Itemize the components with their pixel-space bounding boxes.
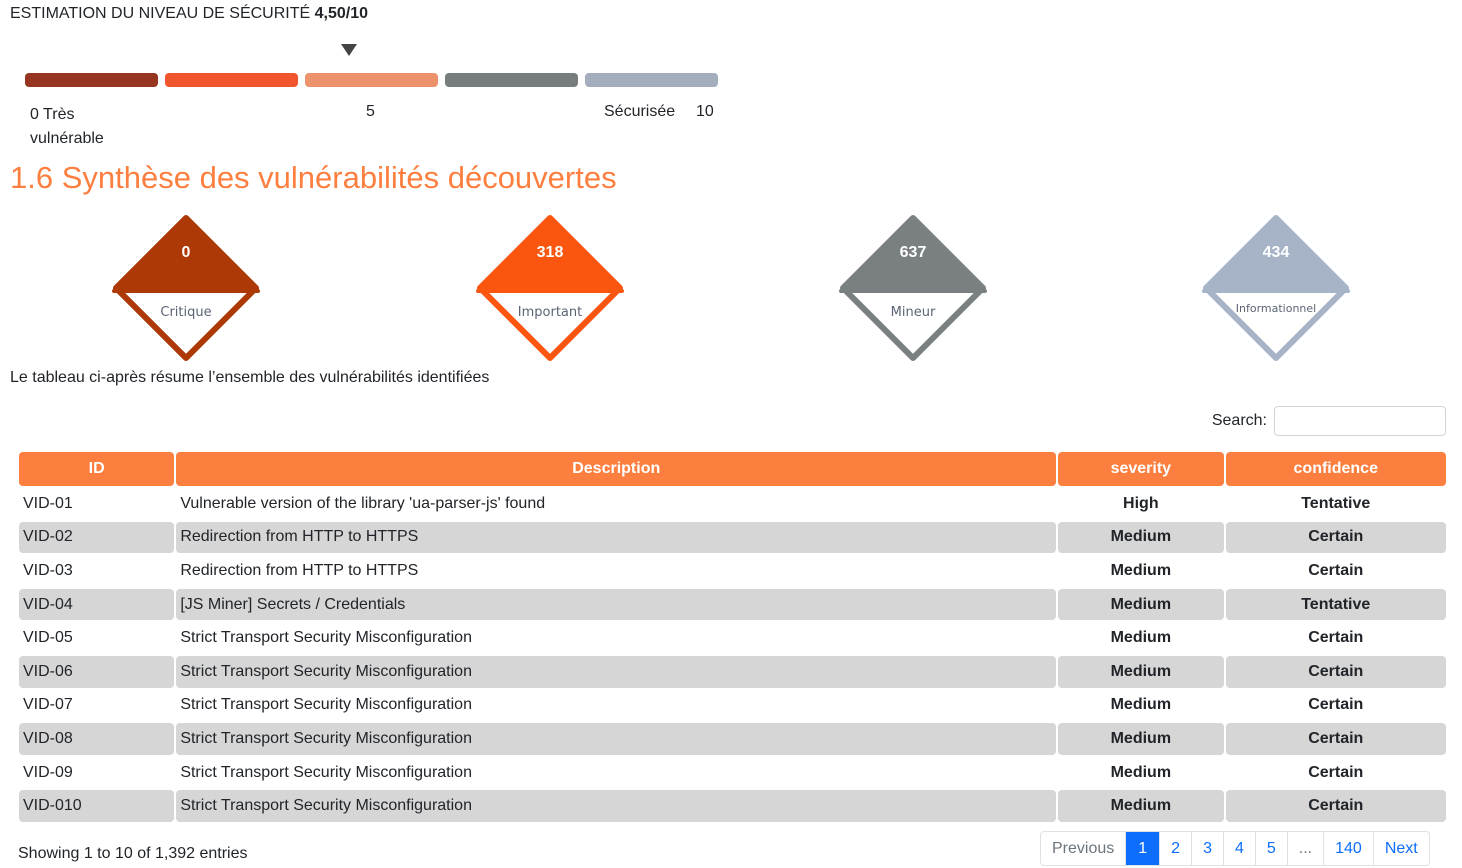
pagination: Previous 1 2 3 4 5... 140 Next [1040, 831, 1430, 866]
summary-label: Mineur [890, 305, 936, 320]
cell-id: VID-09 [23, 763, 73, 781]
cell-severity: Medium [1058, 790, 1224, 822]
cell-confidence: Certain [1308, 696, 1364, 714]
page-previous[interactable]: Previous [1052, 839, 1115, 857]
summary-informationnel: 434 Informationnel [1200, 212, 1352, 364]
scale-secure-label: Sécurisée [604, 103, 676, 120]
cell-id: VID-08 [19, 723, 175, 755]
scale-segment [165, 73, 298, 87]
cell-id: VID-02 [19, 521, 175, 554]
summary-count: 434 [1262, 244, 1290, 261]
summary-important: 318 Important [474, 212, 626, 364]
cell-id: VID-05 [23, 629, 73, 647]
cell-confidence: Certain [1225, 723, 1446, 755]
cell-confidence: Certain [1225, 655, 1446, 688]
search-label: Search: [1211, 412, 1267, 429]
cell-description: Strict Transport Security Misconfigurati… [176, 790, 1057, 822]
search-box: Search: [1212, 406, 1446, 436]
section-title: 1.6 Synthèse des vulnérabilités découver… [10, 160, 617, 195]
summary-count: 0 [181, 244, 191, 261]
cell-confidence: Certain [1308, 629, 1364, 647]
diamond-icon [839, 215, 987, 361]
search-input[interactable] [1274, 406, 1446, 436]
cell-confidence: Tentative [1301, 494, 1371, 512]
cell-id: VID-01 [23, 494, 73, 512]
cell-id: VID-03 [23, 561, 73, 579]
intro-text: Le tableau ci-après résume l’ensemble de… [10, 369, 490, 386]
cell-severity: High [1123, 494, 1159, 512]
page-5[interactable]: 5 [1254, 832, 1287, 865]
page-140[interactable]: 140 [1323, 832, 1373, 865]
summary-label: Critique [160, 305, 212, 320]
summary-count: 637 [899, 244, 927, 261]
cell-confidence: Tentative [1225, 588, 1446, 621]
diamond-icon [112, 215, 260, 361]
page-2[interactable]: 2 [1159, 832, 1191, 865]
cell-confidence: Certain [1308, 763, 1364, 781]
scale-max-label: 10 [696, 103, 714, 120]
cell-confidence: Certain [1308, 561, 1364, 579]
scale-min-label: 0 Très vulnérable [30, 106, 104, 147]
summary-label: Informationnel [1235, 302, 1317, 315]
scale-segment [585, 73, 718, 87]
vulnerabilities-table: ID Description severity confidence VID-01 Vu… [17, 450, 1448, 824]
page-1[interactable]: 1 [1125, 832, 1160, 865]
cell-id: VID-04 [19, 588, 175, 621]
cell-severity: Medium [1058, 588, 1224, 621]
scale-segment [445, 73, 578, 87]
table-row: VID-02 Redirection from HTTP to HTTPS Medi… [19, 521, 1446, 554]
table-row: VID-06 Strict Transport Security Misconfi… [19, 655, 1446, 688]
cell-confidence: Certain [1225, 790, 1446, 822]
cell-description: Strict Transport Security Misconfigurati… [176, 655, 1057, 688]
page-4[interactable]: 4 [1222, 832, 1255, 865]
cell-id: VID-07 [23, 696, 73, 714]
scale-mid-label: 5 [366, 103, 375, 120]
cell-severity: Medium [1110, 561, 1172, 579]
diamond-icon [476, 215, 624, 361]
table-row: VID-07 Strict Transport Security Misconfi… [19, 690, 1446, 722]
cell-id: VID-06 [19, 655, 175, 688]
cell-id: VID-010 [19, 790, 175, 822]
page-next[interactable]: Next [1372, 832, 1429, 865]
score-marker-icon [341, 44, 357, 56]
table-row: VID-010 Strict Transport Security Misconf… [19, 790, 1446, 822]
table-row: VID-05 Strict Transport Security Misconfi… [19, 622, 1446, 654]
cell-description: Strict Transport Security Misconfigurati… [180, 629, 472, 647]
table-row: VID-01 Vulnerable version of the library … [19, 488, 1446, 520]
column-header-confidence[interactable]: confidence [1225, 452, 1446, 486]
scale-segment [305, 73, 438, 87]
cell-description: Redirection from HTTP to HTTPS [180, 561, 419, 579]
cell-severity: Medium [1058, 521, 1224, 554]
diamond-icon [1202, 215, 1350, 361]
cell-description: Redirection from HTTP to HTTPS [176, 521, 1057, 554]
summary-mineur: 637 Mineur [837, 212, 989, 364]
table-row: VID-09 Strict Transport Security Misconfi… [19, 757, 1446, 789]
cell-severity: Medium [1110, 763, 1172, 781]
cell-severity: Medium [1058, 655, 1224, 688]
cell-description: Strict Transport Security Misconfigurati… [176, 723, 1057, 755]
cell-severity: Medium [1110, 696, 1172, 714]
page-3[interactable]: 3 [1191, 832, 1223, 865]
cell-description: Vulnerable version of the library 'ua-pa… [180, 494, 546, 512]
summary-critique: 0 Critique [110, 212, 262, 364]
cell-confidence: Certain [1225, 521, 1446, 554]
scale-segment [25, 73, 158, 87]
column-header-id[interactable]: ID [19, 452, 175, 486]
cell-severity: Medium [1058, 723, 1224, 755]
table-row: VID-04 [JS Miner] Secrets / Credentials Me… [19, 588, 1446, 621]
column-header-description[interactable]: Description [176, 452, 1057, 486]
cell-description: Strict Transport Security Misconfigurati… [180, 763, 472, 781]
table-row: VID-03 Redirection from HTTP to HTTPS Medi… [19, 555, 1446, 587]
entries-info: Showing 1 to 10 of 1,392 entries [18, 845, 248, 862]
summary-count: 318 [536, 244, 564, 261]
column-header-severity[interactable]: severity [1058, 452, 1224, 486]
cell-description: Strict Transport Security Misconfigurati… [180, 696, 472, 714]
cell-severity: Medium [1110, 629, 1172, 647]
cell-description: [JS Miner] Secrets / Credentials [176, 588, 1057, 621]
security-score-value: 4,50/10 [314, 5, 369, 22]
table-row: VID-08 Strict Transport Security Misconfi… [19, 723, 1446, 755]
security-score-title: ESTIMATION DU NIVEAU DE SÉCURITÉ 4,50/10 [10, 5, 369, 22]
summary-label: Important [517, 305, 583, 320]
page-ellipsis: ... [1286, 832, 1323, 865]
